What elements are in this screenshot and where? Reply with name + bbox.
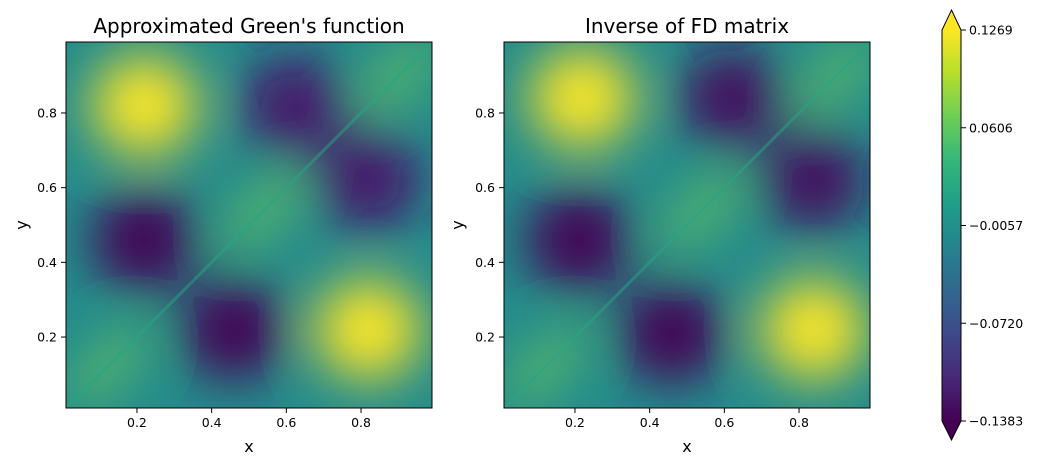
panel-approximated-greens-function: Approximated Green's function 0.2 0.4 0.6 0…: [12, 14, 433, 456]
heatmap-feature: [241, 55, 346, 156]
colorbar-extend-max: [942, 10, 961, 30]
x-tick-label: 0.4: [202, 415, 222, 430]
heatmap-feature: [92, 189, 197, 290]
heatmap-feature: [679, 48, 784, 149]
x-tick-label: 0.6: [714, 415, 734, 430]
colorbar-ticks: 0.1269 0.0606 −0.0057 −0.0720 −0.1383: [961, 23, 1023, 429]
colorbar: 0.1269 0.0606 −0.0057 −0.0720 −0.1383: [941, 8, 1023, 442]
colorbar-tick-label: −0.0057: [969, 218, 1023, 233]
panel-inverse-of-fd-matrix: Inverse of FD matrix 0.2 0.4 0.6 0.80.20.40…: [448, 14, 871, 456]
colorbar-tick-label: 0.1269: [969, 23, 1013, 38]
plot-frame: [503, 41, 871, 409]
heatmap-image: [504, 42, 870, 408]
heatmap-feature: [761, 130, 866, 231]
heatmap-features: [507, 42, 870, 405]
colorbar-tick-label: −0.1383: [969, 414, 1023, 429]
heatmap-area: [504, 42, 870, 408]
y-axis-label: y: [12, 220, 31, 229]
y-axis-label: y: [448, 220, 467, 229]
x-tick-label: 0.2: [127, 415, 147, 430]
axis-ticks: 0.2 0.4 0.6 0.8 0.2 0.4 0.6 0.8: [37, 105, 371, 430]
y-tick-label: 0.4: [475, 255, 495, 270]
colorbar-gradient: [942, 30, 961, 421]
heatmap-feature: [182, 279, 287, 380]
heatmap-image: [66, 42, 432, 408]
x-tick-label: 0.8: [789, 415, 809, 430]
heatmap-feature: [620, 283, 725, 384]
axis-ticks: 0.2 0.4 0.6 0.8 0.2 0.4 0.6 0.8: [475, 105, 809, 430]
diagonal-ridge: [504, 42, 870, 408]
chart-title: Inverse of FD matrix: [585, 14, 789, 38]
heatmap-feature: [316, 279, 421, 380]
colorbar-tick-label: 0.0606: [969, 120, 1013, 135]
y-tick-label: 0.6: [475, 180, 495, 195]
x-axis-label: x: [682, 437, 691, 456]
colorbar-extend-min: [942, 421, 961, 440]
y-tick-label: 0.2: [475, 330, 495, 345]
chart-title: Approximated Green's function: [93, 14, 404, 38]
heatmap-feature: [316, 130, 421, 231]
x-tick-label: 0.6: [276, 415, 296, 430]
y-tick-label: 0.8: [475, 105, 495, 120]
colorbar-tick-label: −0.0720: [969, 316, 1023, 331]
heatmap-feature: [526, 189, 631, 290]
heatmap-feature: [761, 279, 866, 380]
y-tick-label: 0.4: [37, 255, 57, 270]
heatmap-feature: [530, 48, 635, 149]
heatmap-feature: [92, 55, 197, 156]
y-tick-label: 0.2: [37, 330, 57, 345]
heatmap-area: [66, 42, 432, 408]
x-tick-label: 0.4: [640, 415, 660, 430]
plot-frame: [65, 41, 433, 409]
x-tick-label: 0.8: [351, 415, 371, 430]
y-tick-label: 0.6: [37, 180, 57, 195]
diagonal-ridge: [66, 42, 432, 408]
x-tick-label: 0.2: [565, 415, 585, 430]
x-axis-label: x: [244, 437, 253, 456]
y-tick-label: 0.8: [37, 105, 57, 120]
